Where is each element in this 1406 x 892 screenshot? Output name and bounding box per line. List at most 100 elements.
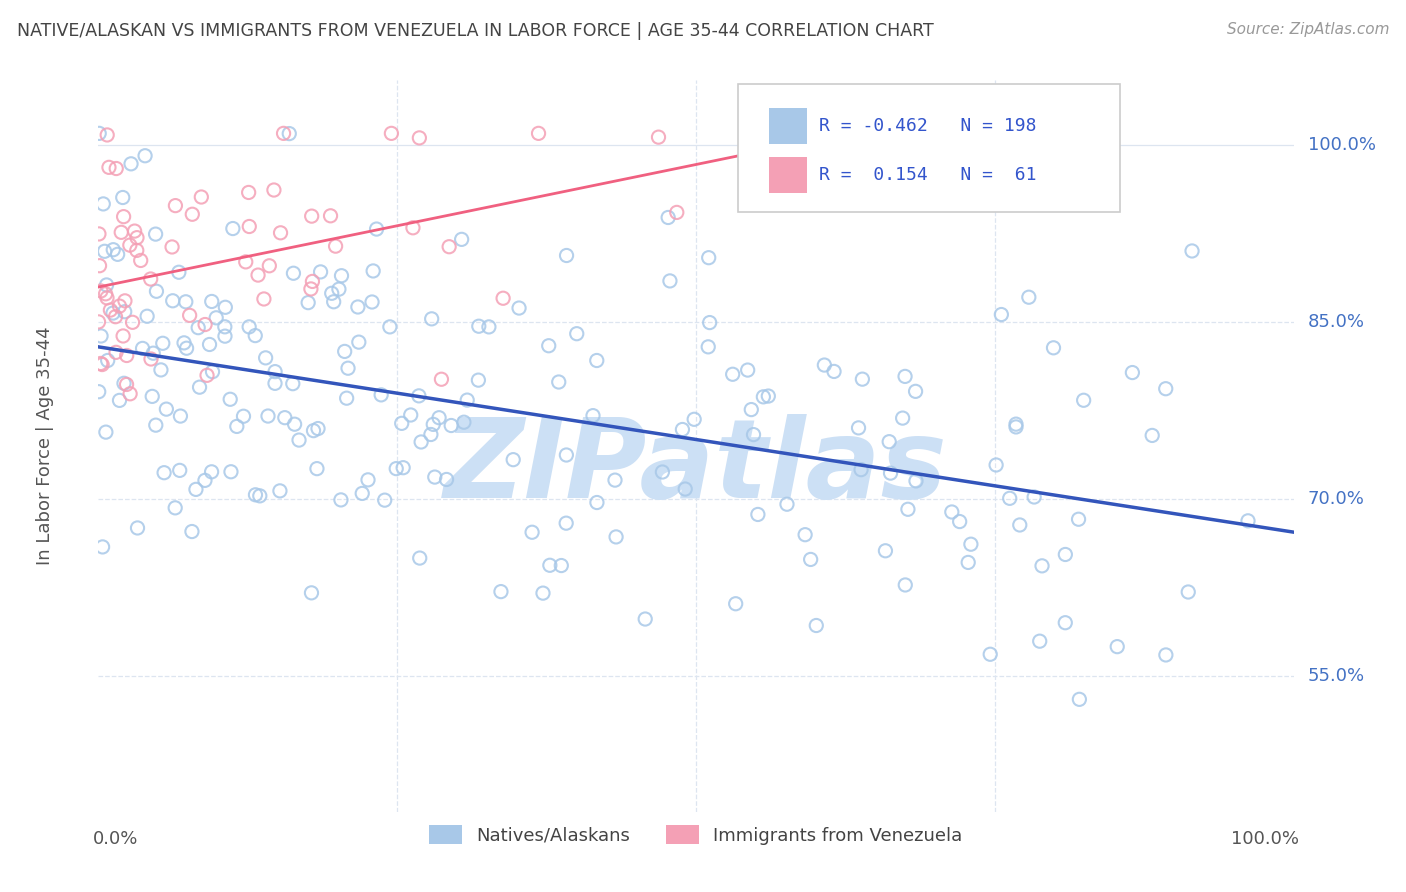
Point [125,230,148,244]
Point [806,618,828,632]
Point [877,434,900,449]
Point [550,558,572,573]
Point [90,356,112,370]
Point [565,326,588,341]
Point [440,418,463,433]
Point [721,368,744,382]
Point [97,161,120,175]
Point [225,419,247,434]
Point [232,409,254,424]
Point [87,227,110,241]
Point [89,259,111,273]
Point [142,346,165,360]
Point [456,393,478,408]
Point [879,466,901,480]
Point [408,389,430,403]
Point [1140,428,1163,442]
Point [134,149,156,163]
Point [111,190,134,204]
Point [201,365,224,379]
Point [121,315,143,329]
Point [169,463,191,477]
Point [214,319,236,334]
Text: 100.0%: 100.0% [1232,830,1299,848]
Point [1024,490,1046,504]
Point [160,240,183,254]
Point [1073,393,1095,408]
Point [361,264,384,278]
Point [849,463,872,477]
Point [823,364,845,378]
Point [1177,585,1199,599]
Text: R =  0.154   N =  61: R = 0.154 N = 61 [820,167,1036,185]
Point [89,127,111,141]
Point [378,319,401,334]
Point [957,556,980,570]
Point [586,495,609,509]
Point [430,372,453,386]
Point [737,363,759,377]
Text: 55.0%: 55.0% [1308,667,1365,685]
Point [301,209,323,223]
Point [392,460,415,475]
Point [187,320,209,334]
Point [671,422,693,436]
Point [302,424,325,438]
Point [555,248,578,262]
Point [891,411,914,425]
Point [897,502,920,516]
Point [747,508,769,522]
Point [165,500,187,515]
Point [301,274,323,288]
FancyBboxPatch shape [769,109,807,145]
Point [683,412,706,426]
Point [547,375,569,389]
Point [145,418,167,433]
Point [949,515,972,529]
Point [537,339,560,353]
Point [167,265,190,279]
Point [555,448,578,462]
Point [1237,514,1260,528]
Point [322,294,344,309]
Point [585,353,607,368]
Point [127,521,149,535]
Point [110,225,132,239]
Point [136,310,159,324]
Point [330,268,353,283]
Point [115,349,138,363]
Point [249,489,271,503]
Point [508,301,530,315]
Point [309,265,332,279]
Point [800,552,823,566]
Point [125,244,148,258]
Point [941,505,963,519]
Point [194,474,217,488]
Point [200,465,222,479]
Point [1028,634,1050,648]
Point [492,291,515,305]
Point [100,303,122,318]
Point [165,199,187,213]
Point [1154,382,1177,396]
Point [1042,341,1064,355]
Point [97,353,120,368]
Point [253,292,276,306]
Point [422,417,444,432]
Point [467,373,489,387]
Point [478,319,501,334]
Point [101,306,124,320]
Point [214,329,236,343]
Point [238,186,260,200]
Point [139,272,162,286]
Point [270,226,292,240]
Point [114,304,136,318]
Point [851,372,873,386]
Point [724,597,747,611]
Point [658,274,681,288]
Point [875,543,897,558]
Point [96,277,118,292]
Point [91,540,114,554]
Point [222,221,245,235]
Point [173,335,195,350]
